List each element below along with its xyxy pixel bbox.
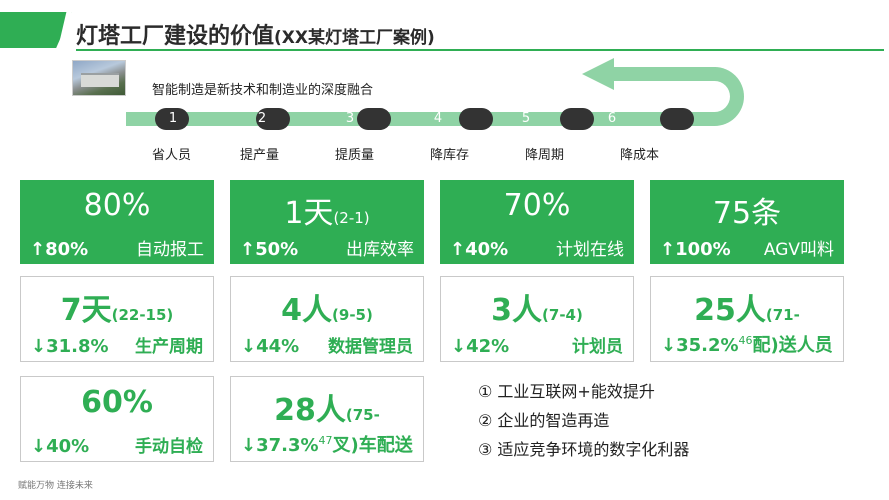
step-number-1-label: 1 — [168, 111, 178, 126]
kpi-value: 28人(75- — [274, 393, 380, 428]
page-title-sub: (XX某灯塔工厂案例) — [274, 28, 435, 48]
kpi-detail: ↓31.8% 生产周期 — [31, 336, 203, 357]
kpi-detail: ↓44% 数据管理员 — [241, 336, 413, 357]
kpi-sup: 47 — [318, 434, 333, 447]
step-dot-6 — [660, 108, 694, 130]
step-dot-1 — [155, 108, 189, 130]
step-number-6: 6 — [607, 111, 617, 126]
step-number-5: 5 — [521, 111, 531, 126]
page-title-main: 灯塔工厂建设的价值 — [76, 24, 275, 49]
kpi-value: 75条 — [712, 196, 782, 231]
kpi-detail: ↑40% 计划在线 — [450, 239, 624, 260]
kpi-value: 3人(7-4) — [491, 293, 583, 328]
kpi-label: 生产周期 — [135, 337, 203, 357]
kpi-value: 25人(71- — [694, 293, 800, 328]
kpi-value: 60% — [81, 385, 153, 420]
step-number-3: 3 — [345, 111, 355, 126]
process-curve — [686, 67, 744, 126]
kpi-value: 80% — [83, 188, 151, 223]
kpi-label: AGV叫料 — [763, 240, 834, 260]
kpi-value: 1天(2-1) — [284, 196, 370, 231]
kpi-card-delivery-staff: 25人(71- ↓35.2%46配)送人员 — [650, 276, 844, 362]
kpi-change: ↑50% — [240, 239, 299, 260]
step-label-6: 降成本 — [620, 148, 660, 163]
kpi-change: ↓31.8% — [31, 336, 109, 357]
step-label-3: 提质量 — [335, 148, 375, 163]
kpi-label: 自动报工 — [136, 240, 204, 260]
kpi-value: 7天(22-15) — [60, 293, 174, 328]
kpi-label: 出库效率 — [346, 240, 414, 260]
benefits-list: ① 工业互联网+能效提升 ② 企业的智造再造 ③ 适应竞争环境的数字化利器 — [478, 378, 689, 465]
kpi-change: ↓40% — [31, 436, 90, 457]
kpi-label: 计划员 — [572, 337, 623, 357]
step-label-2: 提产量 — [240, 148, 280, 163]
kpi-detail: ↑100% AGV叫料 — [660, 239, 834, 260]
process-arrow-icon — [582, 58, 614, 90]
step-label-4: 降库存 — [430, 148, 470, 163]
benefit-item-1: ① 工业互联网+能效提升 — [478, 382, 655, 401]
kpi-label: 叉)车配送 — [332, 435, 413, 456]
step-number-2: 2 — [257, 111, 267, 126]
step-dot-5 — [560, 108, 594, 130]
kpi-card-outbound-efficiency: 1天(2-1) ↑50% 出库效率 — [230, 180, 424, 264]
step-dot-2 — [256, 108, 290, 130]
kpi-card-auto-report: 80% ↑80% 自动报工 — [20, 180, 214, 264]
kpi-label: 配)送人员 — [752, 335, 833, 356]
factory-photo — [72, 60, 126, 96]
kpi-card-planner: 3人(7-4) ↓42% 计划员 — [440, 276, 634, 362]
step-label-5: 降周期 — [525, 148, 565, 163]
step-dot-4 — [459, 108, 493, 130]
kpi-card-forklift-delivery: 28人(75- ↓37.3%47叉)车配送 — [230, 376, 424, 462]
kpi-change: ↑80% — [30, 239, 89, 260]
step-label-1: 省人员 — [152, 148, 192, 163]
process-intro: 智能制造是新技术和制造业的深度融合 — [152, 83, 374, 98]
kpi-card-production-cycle: 7天(22-15) ↓31.8% 生产周期 — [20, 276, 214, 362]
kpi-change: ↓37.3% — [241, 435, 319, 456]
kpi-change: ↓35.2% — [661, 335, 739, 356]
kpi-detail: ↑50% 出库效率 — [240, 239, 414, 260]
kpi-detail: ↓42% 计划员 — [451, 336, 623, 357]
kpi-label: 数据管理员 — [328, 337, 413, 357]
kpi-label: 手动自检 — [135, 437, 203, 457]
title-underline — [76, 49, 884, 51]
kpi-label: 计划在线 — [556, 240, 624, 260]
footer-slogan: 赋能万物 连接未来 — [18, 481, 93, 491]
kpi-card-manual-inspection: 60% ↓40% 手动自检 — [20, 376, 214, 462]
kpi-change: ↓42% — [451, 336, 510, 357]
page-title: 灯塔工厂建设的价值(XX某灯塔工厂案例) — [76, 18, 435, 50]
step-number-4: 4 — [433, 111, 443, 126]
step-dot-3 — [357, 108, 391, 130]
kpi-sup: 46 — [738, 334, 753, 347]
kpi-change: ↑40% — [450, 239, 509, 260]
kpi-change: ↓44% — [241, 336, 300, 357]
benefit-item-2: ② 企业的智造再造 — [478, 411, 610, 430]
kpi-detail: ↓40% 手动自检 — [31, 436, 203, 457]
kpi-card-data-admin: 4人(9-5) ↓44% 数据管理员 — [230, 276, 424, 362]
kpi-card-agv: 75条 ↑100% AGV叫料 — [650, 180, 844, 264]
kpi-value: 4人(9-5) — [281, 293, 373, 328]
kpi-card-plan-online: 70% ↑40% 计划在线 — [440, 180, 634, 264]
kpi-value: 70% — [503, 188, 571, 223]
kpi-detail: ↓37.3%47叉)车配送 — [241, 431, 413, 457]
benefit-item-3: ③ 适应竞争环境的数字化利器 — [478, 440, 690, 459]
kpi-detail: ↓35.2%46配)送人员 — [661, 331, 833, 357]
kpi-change: ↑100% — [660, 239, 731, 260]
kpi-detail: ↑80% 自动报工 — [30, 239, 204, 260]
